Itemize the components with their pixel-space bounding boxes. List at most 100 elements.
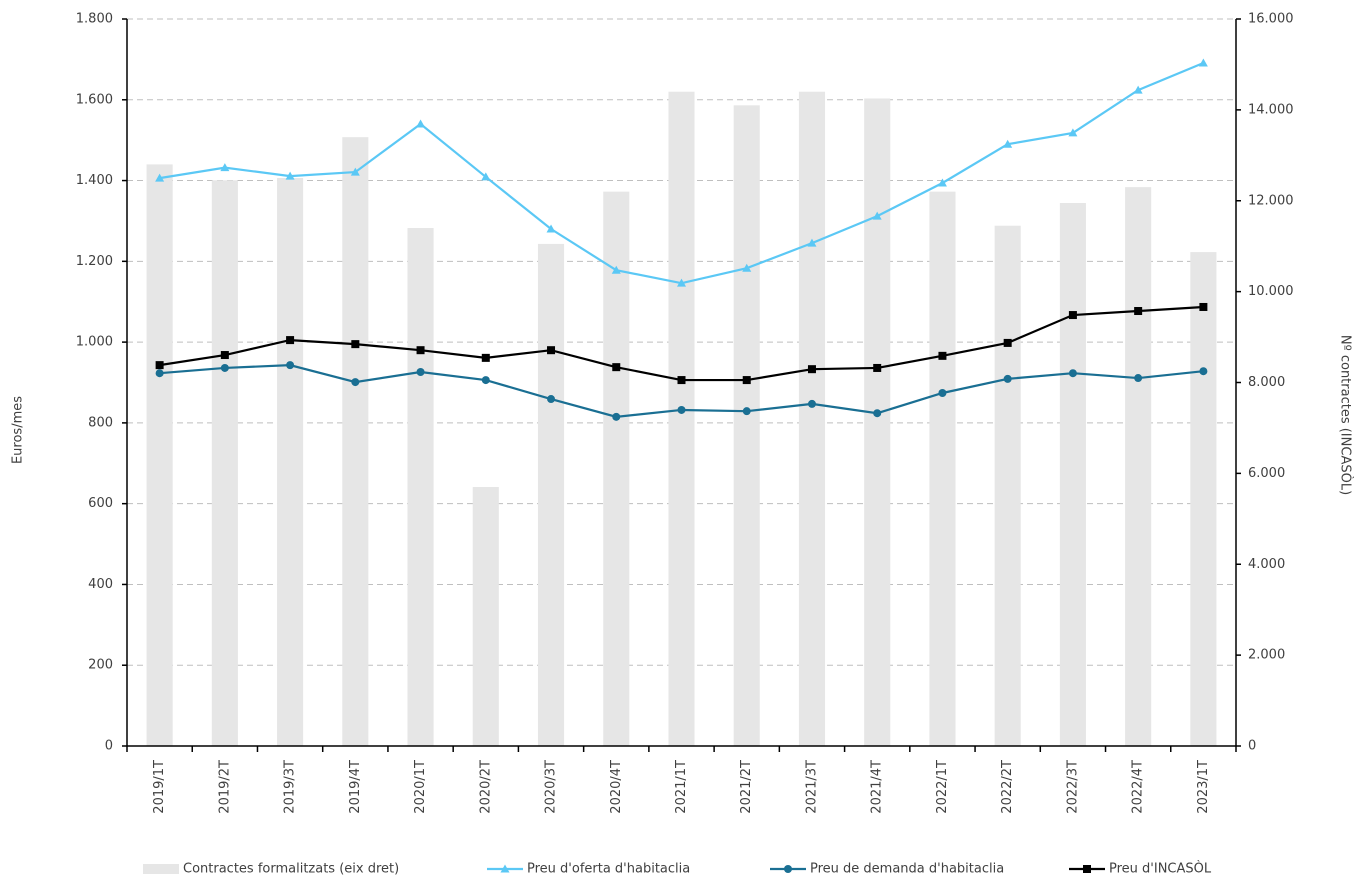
point [416,346,425,355]
x-tick-label: 2022/2T [1000,760,1015,814]
point [1003,338,1012,347]
y-tick-label: 0 [105,739,113,754]
point [677,278,686,287]
y-tick-label: 1.600 [76,92,113,107]
y2-tick-label: 6.000 [1248,466,1285,481]
y-tick-label: 1.800 [76,12,113,27]
x-tick-label: 2019/2T [217,760,232,814]
point [350,167,360,176]
point [155,369,164,378]
point [938,389,947,398]
bar [994,225,1021,747]
bar [798,91,826,746]
legend-marker [1083,865,1091,873]
point [1068,128,1078,137]
point [1134,374,1143,383]
point [351,378,360,387]
y-tick-label: 600 [88,496,113,511]
x-tick-label: 2019/1T [152,760,167,814]
point [1003,139,1013,148]
point [1198,58,1208,67]
point [807,238,817,247]
point [155,361,164,370]
point [481,172,491,181]
y2-tick-label: 8.000 [1248,375,1285,390]
x-tick-label: 2022/3T [1065,760,1080,814]
bar [342,137,369,746]
y-tick-label: 1.200 [76,254,113,269]
bar [211,180,238,747]
point [677,376,686,385]
bar [1059,203,1086,747]
point [872,211,882,220]
legend-marker [784,865,792,873]
y2-tick-label: 10.000 [1248,284,1294,299]
point [481,353,490,362]
point [155,173,165,182]
y2-tick-label: 4.000 [1248,557,1285,572]
bar [603,191,630,747]
x-tick-label: 2021/3T [804,760,819,814]
legend-swatch [143,864,179,874]
x-tick-label: 2021/4T [870,760,885,814]
point [351,340,360,349]
point [873,363,882,372]
point [937,178,947,187]
bar [537,243,565,746]
point [1199,302,1208,311]
point [481,376,490,385]
x-tick-label: 2022/1T [935,760,950,814]
y2-axis-title: Nº contractes (INCASÒL) [1338,335,1354,495]
point [1133,85,1143,94]
y-tick-label: 400 [88,577,113,592]
y2-tick-label: 14.000 [1248,102,1294,117]
y-tick-label: 800 [88,415,113,430]
point [547,395,556,404]
legend-label: Preu de demanda d'habitaclia [810,862,1004,877]
y2-tick-label: 2.000 [1248,648,1285,663]
point [220,363,229,372]
bar [472,487,499,746]
point [742,376,751,385]
bar [1125,187,1152,746]
point [286,361,295,370]
x-tick-label: 2020/3T [544,760,559,814]
point [416,367,425,376]
y2-tick-label: 16.000 [1248,12,1294,27]
legend-label: Preu d'INCASÒL [1109,861,1212,877]
legend-label: Contractes formalitzats (eix dret) [183,862,399,877]
point [1068,311,1077,320]
x-tick-label: 2020/1T [413,760,428,814]
point [807,365,816,374]
point [938,351,947,360]
bar [929,191,956,747]
x-tick-label: 2023/1T [1196,760,1211,814]
y2-tick-label: 12.000 [1248,193,1294,208]
bar [1190,252,1217,747]
bar [668,91,695,746]
point [1134,307,1143,316]
bar [407,228,434,746]
point [1068,369,1077,378]
point [416,119,426,128]
x-tick-label: 2019/3T [283,760,298,814]
point [612,363,621,372]
y-axis-title: Euros/mes [11,396,26,464]
bar [277,178,304,746]
point [220,163,230,172]
point [220,351,229,360]
point [807,399,816,408]
point [1003,374,1012,383]
point [285,171,295,180]
y-tick-label: 200 [88,658,113,673]
point [742,407,751,416]
x-tick-label: 2020/4T [609,760,624,814]
point [1199,367,1208,376]
point [286,336,295,345]
point [873,409,882,418]
point [547,346,556,355]
point [612,412,621,421]
x-tick-label: 2021/2T [739,760,754,814]
x-tick-label: 2020/2T [478,760,493,814]
